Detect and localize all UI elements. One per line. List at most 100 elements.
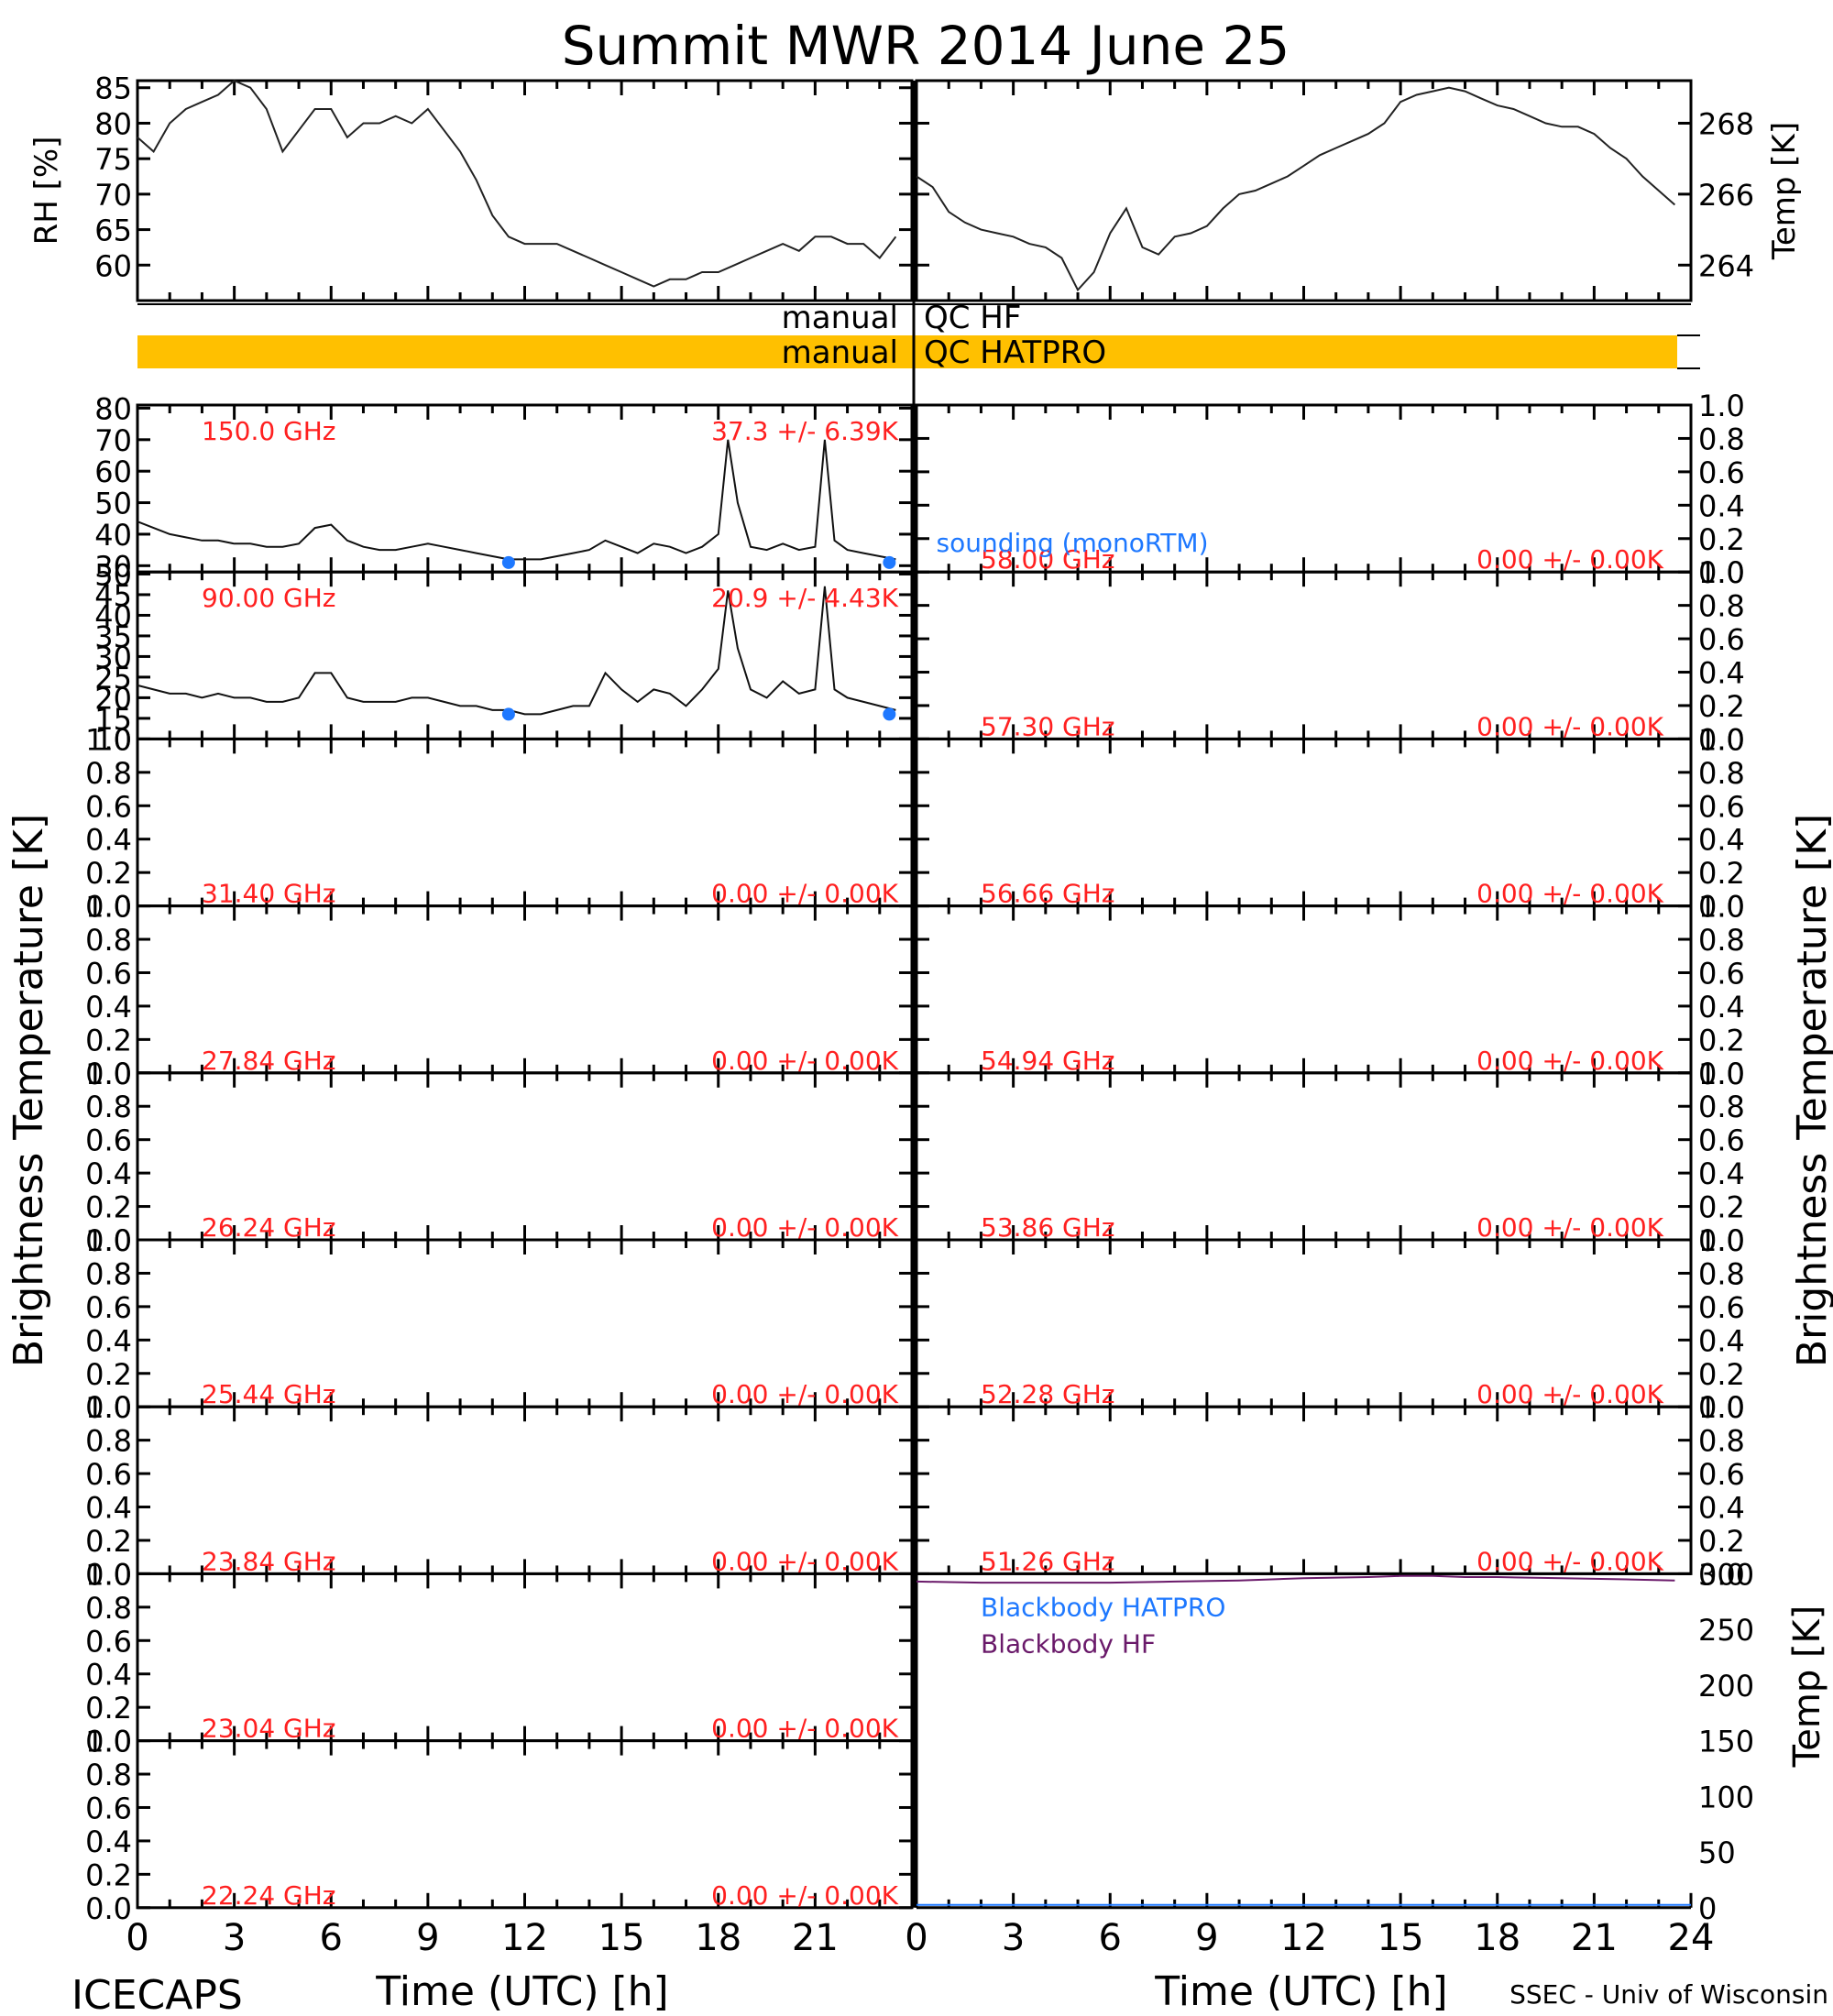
tb2624-stats-label: 0.00 +/- 0.00K xyxy=(711,1212,898,1243)
tb5126-freq-label: 51.26 GHz xyxy=(981,1546,1115,1576)
tb5386-stats-label: 0.00 +/- 0.00K xyxy=(1476,1212,1663,1243)
tb5126-ytick-label: 0.0 xyxy=(1698,1557,1745,1592)
x-tick-label-right: 12 xyxy=(1280,1917,1327,1959)
blackbody-ytick-label: 250 xyxy=(1698,1613,1754,1648)
x-tick-label-left: 3 xyxy=(223,1917,246,1959)
tb2624-ytick-label: 0.8 xyxy=(85,1090,132,1124)
tb5386-ytick-label: 0.2 xyxy=(1698,1190,1745,1225)
tb3140-stats-label: 0.00 +/- 0.00K xyxy=(711,879,898,909)
x-tick-label-left: 9 xyxy=(416,1917,439,1959)
tb5386-ytick-label: 0.6 xyxy=(1698,1123,1745,1158)
tb2544-ytick-label: 0.4 xyxy=(85,1323,132,1358)
tb3140-freq-label: 31.40 GHz xyxy=(202,879,336,909)
tb2384-ytick-label: 0.8 xyxy=(85,1424,132,1459)
tb90-stats-label: 20.9 +/- 4.43K xyxy=(711,583,898,613)
tb5666-stats-label: 0.00 +/- 0.00K xyxy=(1476,879,1663,909)
tb2784-ytick-label: 1.0 xyxy=(85,890,132,925)
tb2224-ytick-label: 0.6 xyxy=(85,1791,132,1825)
tb5666-ytick-label: 1.0 xyxy=(1698,722,1745,757)
tb90-ytick-label: 45 xyxy=(94,578,132,613)
tb2784-freq-label: 27.84 GHz xyxy=(202,1046,336,1076)
tb5800-ytick-label: 0.2 xyxy=(1698,522,1745,557)
tb150-ytick-label: 30 xyxy=(94,549,132,584)
tb3140-ytick-label: 1.0 xyxy=(85,722,132,757)
tb150-ytick-label: 60 xyxy=(94,455,132,489)
blackbody-hf-legend: Blackbody HF xyxy=(981,1628,1156,1659)
x-axis-title-right: Time (UTC) [h] xyxy=(1154,1968,1447,2015)
tb150-ytick-label: 40 xyxy=(94,518,132,553)
tb2784-ytick-label: 0.0 xyxy=(85,1057,132,1091)
tb2544-ytick-label: 0.8 xyxy=(85,1256,132,1291)
blackbody-ytick-label: 150 xyxy=(1698,1725,1754,1759)
tb90-ytick-label: 30 xyxy=(94,640,132,674)
blackbody-ytick-label: 300 xyxy=(1698,1557,1754,1592)
tb2304-ytick-label: 0.2 xyxy=(85,1691,132,1726)
blackbody-axis-label: Temp [K] xyxy=(1786,1605,1828,1769)
x-tick-label-right: 6 xyxy=(1099,1917,1122,1959)
tb5494-stats-label: 0.00 +/- 0.00K xyxy=(1476,1046,1663,1076)
temp-panel-frame xyxy=(915,79,1693,302)
tb2304-ytick-label: 0.4 xyxy=(85,1658,132,1693)
qc-hf-label-right: QC HF xyxy=(924,300,1021,336)
x-tick-label-right: 3 xyxy=(1002,1917,1025,1959)
tb150-sonde-point xyxy=(883,555,896,569)
tb5730-ytick-label: 0.2 xyxy=(1698,689,1745,724)
rh-ytick-label: 65 xyxy=(94,214,132,248)
rh-ytick-label: 75 xyxy=(94,142,132,177)
x-tick-label-left: 15 xyxy=(598,1917,645,1959)
blackbody-ytick-label: 200 xyxy=(1698,1669,1754,1704)
tb2304-ytick-label: 0.6 xyxy=(85,1624,132,1659)
tb5494-ytick-label: 1.0 xyxy=(1698,890,1745,925)
tb5666-ytick-label: 0.0 xyxy=(1698,890,1745,925)
tb2384-ytick-label: 1.0 xyxy=(85,1390,132,1425)
tb2624-ytick-label: 0.0 xyxy=(85,1223,132,1258)
x-tick-label-right: 15 xyxy=(1377,1917,1424,1959)
tb90-ytick-label: 10 xyxy=(94,722,132,757)
qc-hf-label-left: manual xyxy=(782,300,898,336)
tb2384-ytick-label: 0.0 xyxy=(85,1557,132,1592)
bt-axis-label-left: Brightness Temperature [K] xyxy=(5,814,52,1367)
tb2384-ytick-label: 0.2 xyxy=(85,1524,132,1559)
tb90-ytick-label: 25 xyxy=(94,661,132,696)
tb2624-ytick-label: 1.0 xyxy=(85,1057,132,1091)
tb150-stats-label: 37.3 +/- 6.39K xyxy=(711,416,898,446)
rh-ytick-label: 85 xyxy=(94,71,132,106)
tb5228-ytick-label: 0.4 xyxy=(1698,1323,1745,1358)
tb5666-freq-label: 56.66 GHz xyxy=(981,879,1115,909)
temp-ytick-label: 264 xyxy=(1698,248,1754,283)
tb2544-freq-label: 25.44 GHz xyxy=(202,1379,336,1409)
temp-line xyxy=(916,86,1676,292)
tb150-sonde-point xyxy=(501,555,515,569)
rh-panel-frame xyxy=(136,79,914,302)
x-tick-label-right: 9 xyxy=(1195,1917,1218,1959)
blackbody-hf-line xyxy=(916,1574,1675,1584)
tb2624-ytick-label: 0.6 xyxy=(85,1123,132,1158)
tb2384-freq-label: 23.84 GHz xyxy=(202,1546,336,1576)
tb5228-ytick-label: 0.6 xyxy=(1698,1290,1745,1325)
blackbody-ytick-label: 100 xyxy=(1698,1780,1754,1814)
tb5494-ytick-label: 0.4 xyxy=(1698,990,1745,1024)
tb5228-stats-label: 0.00 +/- 0.00K xyxy=(1476,1379,1663,1409)
tb5730-stats-label: 0.00 +/- 0.00K xyxy=(1476,711,1663,741)
tb90-sonde-point xyxy=(501,707,515,721)
tb2784-ytick-label: 0.2 xyxy=(85,1023,132,1057)
x-tick-label-left: 21 xyxy=(792,1917,839,1959)
tb2544-ytick-label: 0.2 xyxy=(85,1357,132,1392)
tb2304-ytick-label: 0.8 xyxy=(85,1591,132,1626)
tb2304-stats-label: 0.00 +/- 0.00K xyxy=(711,1714,898,1744)
blackbody-ytick-label: 50 xyxy=(1698,1835,1736,1870)
tb2304-ytick-label: 1.0 xyxy=(85,1557,132,1592)
tb2224-ytick-label: 0.4 xyxy=(85,1824,132,1859)
tb5730-ytick-label: 0.0 xyxy=(1698,722,1745,757)
tb150-ytick-label: 50 xyxy=(94,487,132,521)
tb90-ytick-label: 15 xyxy=(94,702,132,737)
x-tick-label-left: 0 xyxy=(126,1917,148,1959)
tb2224-ytick-label: 1.0 xyxy=(85,1725,132,1759)
tb150-series-line xyxy=(137,439,896,561)
tb5730-ytick-label: 0.6 xyxy=(1698,622,1745,657)
tb5800-ytick-label: 0.0 xyxy=(1698,555,1745,590)
tb5126-ytick-label: 0.4 xyxy=(1698,1491,1745,1526)
tb3140-ytick-label: 0.8 xyxy=(85,756,132,791)
tb90-freq-label: 90.00 GHz xyxy=(202,583,336,613)
